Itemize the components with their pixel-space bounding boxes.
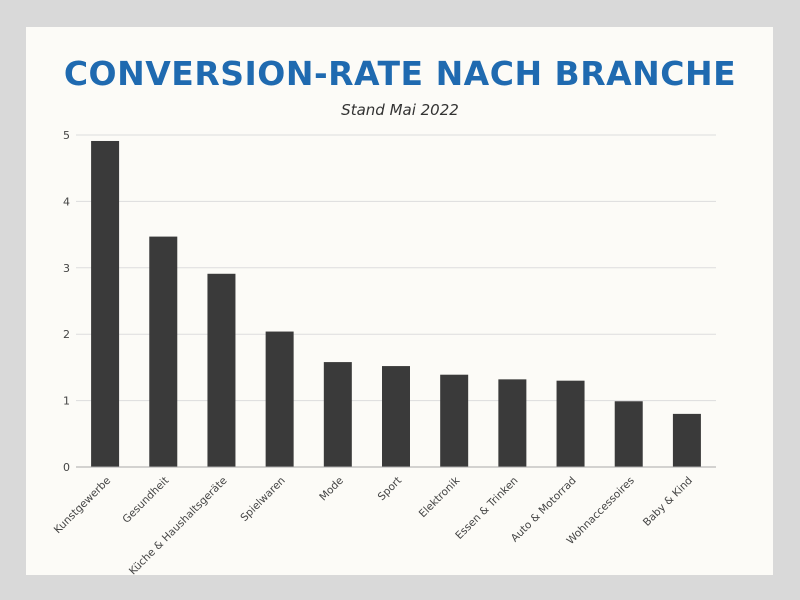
- x-category-label: Gesundheit: [120, 475, 171, 526]
- x-category-label: Baby & Kind: [641, 475, 695, 529]
- x-category-label: Mode: [317, 475, 346, 504]
- chart-subtitle: Stand Mai 2022: [341, 101, 459, 119]
- bar: [323, 362, 352, 467]
- bar: [149, 236, 178, 467]
- x-category-label: Elektronik: [417, 474, 463, 520]
- bar: [91, 140, 120, 467]
- x-category-label: Kunstgewerbe: [52, 475, 113, 536]
- bar: [382, 366, 410, 467]
- x-category-label: Sport: [376, 475, 404, 503]
- chart-title: CONVERSION-RATE NACH BRANCHE: [63, 54, 737, 93]
- y-tick-label: 2: [63, 328, 70, 341]
- bar: [265, 331, 294, 467]
- y-tick-label: 4: [63, 195, 70, 208]
- y-tick-label: 0: [63, 461, 70, 474]
- bar: [556, 380, 585, 467]
- y-tick-label: 3: [63, 262, 70, 275]
- grid-lines: [76, 134, 716, 402]
- x-category-label: Küche & Haushaltsgeräte: [127, 475, 230, 578]
- y-tick-label: 5: [63, 129, 70, 142]
- bar: [207, 273, 236, 467]
- x-category-label: Essen & Trinken: [453, 475, 520, 542]
- bars: [91, 140, 701, 467]
- y-axis-ticks: 0 1 2 3 4 5: [63, 129, 70, 474]
- bar: [498, 379, 527, 467]
- x-category-label: Spielwaren: [238, 475, 287, 524]
- y-tick-label: 1: [63, 395, 70, 408]
- bar: [440, 374, 469, 467]
- bar: [672, 413, 701, 467]
- bar: [614, 401, 643, 467]
